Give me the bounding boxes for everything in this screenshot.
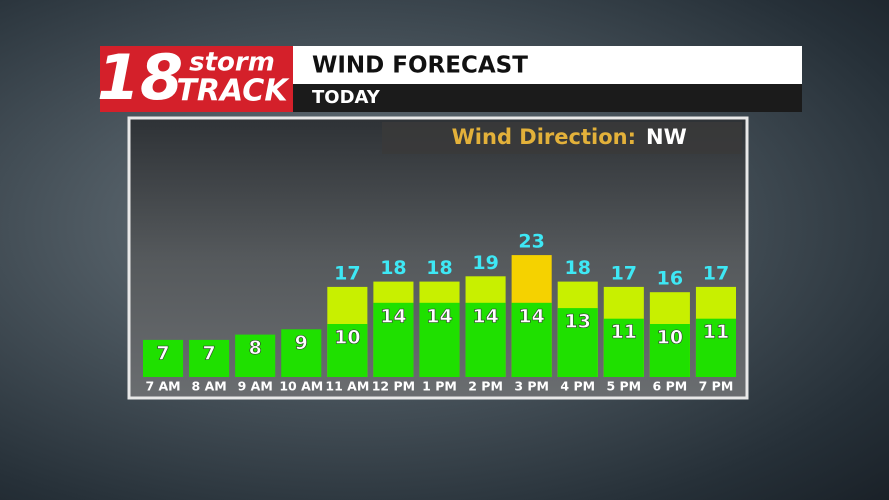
- wind-bar: [373, 302, 414, 377]
- wind-bar: [649, 324, 690, 377]
- x-tick-label: 3 PM: [514, 379, 549, 394]
- x-tick-label: 4 PM: [560, 379, 595, 394]
- wind-bar: [327, 324, 368, 377]
- wind-label: 11: [703, 321, 729, 343]
- gust-label: 17: [703, 262, 729, 284]
- x-tick-label: 11 AM: [325, 379, 369, 394]
- wind-bar: [189, 339, 230, 377]
- gust-label: 18: [426, 257, 452, 279]
- x-tick-label: 5 PM: [606, 379, 641, 394]
- wind-label: 8: [249, 337, 262, 359]
- wind-bar: [281, 329, 322, 377]
- x-tick-label: 2 PM: [468, 379, 503, 394]
- wind-label: 13: [565, 311, 591, 333]
- wind-bar: [419, 302, 460, 377]
- x-tick-label: 7 AM: [145, 379, 180, 394]
- gust-label: 19: [472, 252, 498, 274]
- x-tick-label: 8 AM: [192, 379, 227, 394]
- subtitle: TODAY: [312, 87, 381, 108]
- gust-label: 16: [657, 268, 683, 290]
- wind-bar: [603, 318, 644, 377]
- wind-bar: [465, 302, 506, 377]
- wind-bar: [235, 334, 276, 377]
- x-tick-label: 1 PM: [422, 379, 457, 394]
- x-tick-label: 7 PM: [699, 379, 734, 394]
- direction-label: Wind Direction:: [452, 125, 636, 149]
- wind-label: 14: [518, 305, 544, 327]
- gust-label: 17: [334, 262, 360, 284]
- direction-box: [382, 122, 742, 154]
- wind-label: 9: [295, 332, 308, 354]
- title-bar: [293, 46, 802, 84]
- wind-label: 10: [334, 327, 360, 349]
- wind-label: 11: [611, 321, 637, 343]
- title: WIND FORECAST: [312, 53, 528, 79]
- x-tick-label: 12 PM: [372, 379, 415, 394]
- x-tick-label: 10 AM: [279, 379, 323, 394]
- gust-label: 23: [518, 231, 544, 253]
- logo-word: TRACK: [176, 74, 290, 109]
- x-tick-label: 6 PM: [653, 379, 688, 394]
- logo-box: [100, 46, 293, 112]
- x-tick-label: 9 AM: [238, 379, 273, 394]
- subtitle-bar: [293, 84, 802, 112]
- wind-label: 7: [156, 342, 169, 364]
- gust-label: 18: [565, 257, 591, 279]
- direction-value: NW: [646, 125, 687, 149]
- wind-label: 14: [426, 305, 452, 327]
- wind-label: 7: [202, 342, 215, 364]
- wind-bar: [143, 339, 184, 377]
- logo-number: 18: [97, 41, 183, 114]
- wind-label: 14: [380, 305, 406, 327]
- wind-bar: [511, 302, 552, 377]
- wind-bar: [695, 318, 736, 377]
- logo-word: storm: [189, 48, 275, 78]
- gust-label: 17: [611, 262, 637, 284]
- wind-bar: [557, 308, 598, 377]
- wind-label: 14: [472, 305, 498, 327]
- gust-label: 18: [380, 257, 406, 279]
- wind-label: 10: [657, 327, 683, 349]
